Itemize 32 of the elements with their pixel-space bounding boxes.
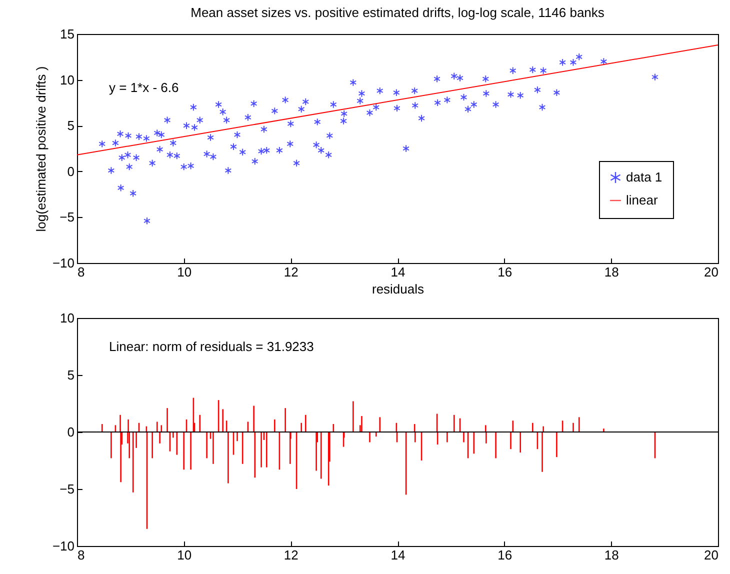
y-tick-label: 10 (60, 310, 74, 326)
legend-label: linear (626, 192, 658, 208)
y-tick-label: −10 (52, 538, 74, 554)
y-tick-label: 5 (67, 368, 74, 382)
y-tick-label: 0 (67, 164, 74, 179)
y-tick-label: 15 (60, 26, 74, 42)
chart-title: Mean asset sizes vs. positive estimated drifts, log-log scale, 1146 banks (190, 5, 605, 20)
y-tick-label: −5 (60, 482, 74, 496)
x-tick-label: 16 (498, 548, 512, 562)
x-axis-title: residuals (372, 282, 425, 296)
y-tick-label: −10 (52, 256, 74, 270)
annotation: Linear: norm of residuals = 31.9233 (109, 339, 314, 354)
annotation: y = 1*x - 6.6 (109, 80, 179, 95)
y-tick-label: −5 (60, 210, 74, 225)
x-tick-label: 12 (284, 264, 298, 280)
legend-label: data 1 (626, 170, 662, 184)
x-tick-label: 8 (78, 548, 85, 562)
x-tick-label: 10 (177, 548, 192, 562)
x-tick-label: 8 (78, 264, 85, 280)
x-tick-label: 16 (498, 264, 512, 280)
x-tick-label: 10 (177, 264, 192, 280)
y-tick-label: 5 (67, 118, 74, 134)
y-tick-label: 0 (67, 424, 74, 440)
y-tick-label: 10 (60, 72, 74, 88)
y-axis-title: log(estimated positive drifts ) (33, 66, 48, 232)
x-tick-label: 14 (390, 264, 406, 280)
x-tick-label: 12 (284, 548, 298, 562)
x-tick-label: 14 (390, 548, 406, 562)
x-tick-label: 18 (604, 548, 619, 562)
x-tick-label: 20 (704, 548, 718, 562)
x-tick-label: 18 (604, 264, 619, 280)
x-tick-label: 20 (704, 264, 718, 280)
